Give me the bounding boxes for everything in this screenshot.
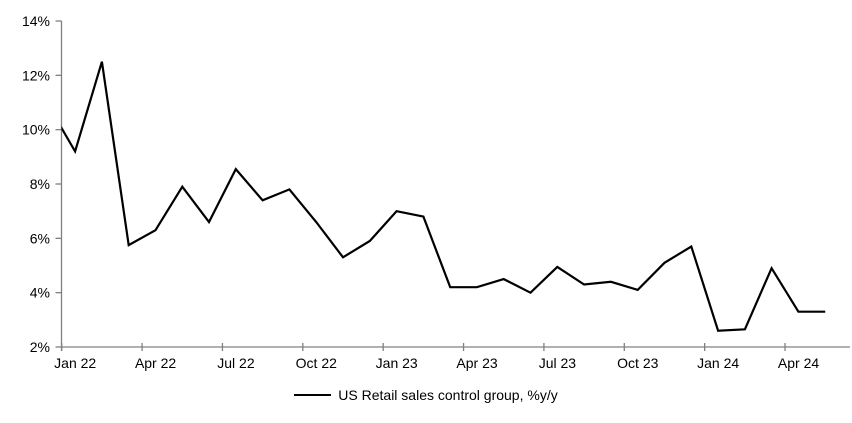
x-axis-tick-label: Oct 22 (296, 355, 337, 371)
y-axis-tick-label: 10% (22, 122, 50, 138)
y-axis-tick-label: 2% (30, 339, 50, 355)
y-axis-tick-label: 8% (30, 176, 50, 192)
x-axis-tick-label: Apr 24 (778, 355, 819, 371)
x-axis-tick-label: Jul 22 (217, 355, 255, 371)
y-axis-tick-label: 12% (22, 67, 50, 83)
x-axis-tick-label: Apr 23 (456, 355, 497, 371)
x-axis-tick-label: Apr 22 (135, 355, 176, 371)
y-axis-tick-label: 4% (30, 285, 50, 301)
legend: US Retail sales control group, %y/y (0, 387, 852, 403)
y-axis-tick-label: 14% (22, 13, 50, 29)
x-axis-tick-label: Jul 23 (539, 355, 577, 371)
legend-line-sample (294, 394, 332, 396)
legend-label: US Retail sales control group, %y/y (338, 387, 558, 403)
y-axis-tick-label: 6% (30, 230, 50, 246)
x-axis-tick-label: Jan 24 (697, 355, 739, 371)
x-axis-tick-label: Jan 23 (376, 355, 418, 371)
data-series-line (61, 61, 826, 332)
x-axis-tick-label: Jan 22 (54, 355, 96, 371)
x-axis-tick-label: Oct 23 (617, 355, 658, 371)
